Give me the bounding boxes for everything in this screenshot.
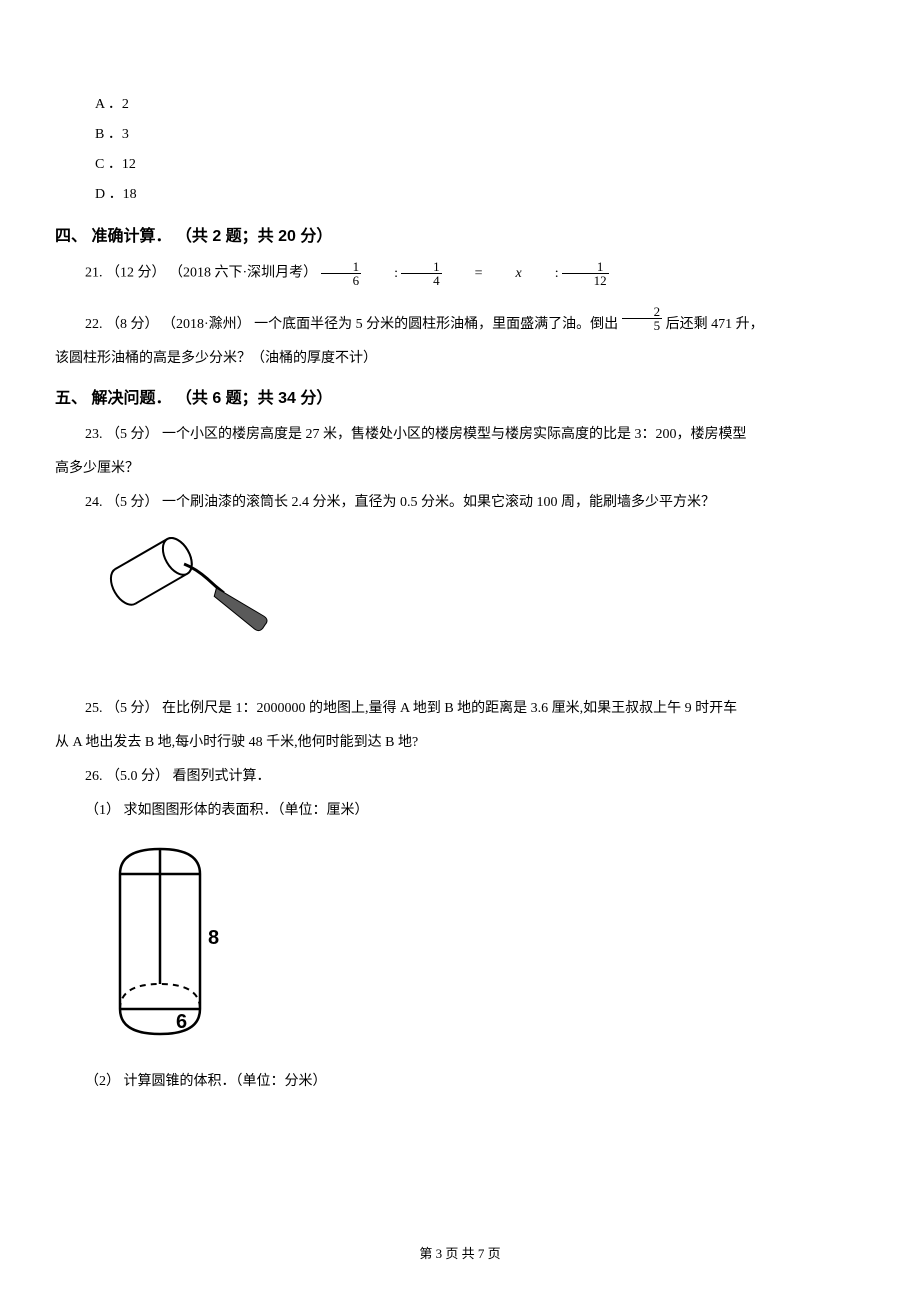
section-4-header: 四、 准确计算． （共 2 题；共 20 分） [55, 222, 865, 246]
option-a: A ．2 [95, 90, 865, 120]
question-22-line1: 22. （8 分） （2018·滁州） 一个底面半径为 5 分米的圆柱形油桶，里… [55, 305, 865, 338]
question-21: 21. （12 分） （2018 六下·深圳月考） 1 6 : 1 4 = x … [55, 260, 865, 287]
option-b: B ．3 [95, 120, 865, 150]
fraction-2-5: 2 5 [622, 305, 663, 332]
question-24: 24. （5 分） 一个刷油漆的滚筒长 2.4 分米，直径为 0.5 分米。如果… [55, 490, 865, 516]
question-22-text-a: 22. （8 分） （2018·滁州） 一个底面半径为 5 分米的圆柱形油桶，里… [85, 317, 622, 332]
variable-x: x [485, 261, 521, 287]
question-23-line2: 高多少厘米？ [55, 456, 865, 482]
fraction-1-4: 1 4 [401, 260, 442, 287]
colon-1: : [364, 261, 398, 287]
option-d: D ．18 [95, 180, 865, 210]
paint-roller-svg [90, 526, 270, 676]
multiple-choice-options: A ．2 B ．3 C ．12 D ．18 [95, 90, 865, 210]
page-footer: 第 3 页 共 7 页 [0, 1243, 920, 1262]
diameter-label: 6 [176, 1011, 187, 1033]
fraction-1-6: 1 6 [321, 260, 362, 287]
question-23-line1: 23. （5 分） 一个小区的楼房高度是 27 米，售楼处小区的楼房模型与楼房实… [55, 422, 865, 448]
question-26-sub1: （1） 求如图图形体的表面积．（单位：厘米） [85, 798, 865, 824]
question-26-sub2: （2） 计算圆锥的体积．（单位：分米） [85, 1069, 865, 1095]
question-22-line2: 该圆柱形油桶的高是多少分米？（油桶的厚度不计） [55, 346, 865, 372]
colon-2: : [525, 261, 559, 287]
option-c: C ．12 [95, 150, 865, 180]
question-25-line1: 25. （5 分） 在比例尺是 1：2000000 的地图上,量得 A 地到 B… [55, 696, 865, 722]
fraction-1-12: 1 12 [562, 260, 609, 287]
half-cylinder-svg: 8 6 [90, 834, 250, 1049]
height-label: 8 [208, 927, 219, 949]
question-26: 26. （5.0 分） 看图列式计算． [55, 764, 865, 790]
half-cylinder-image: 8 6 [90, 834, 865, 1054]
question-22-text-b: 后还剩 471 升， [666, 317, 764, 332]
section-5-header: 五、 解决问题． （共 6 题；共 34 分） [55, 384, 865, 408]
question-21-prefix: 21. （12 分） （2018 六下·深圳月考） [85, 266, 317, 281]
question-25-line2: 从 A 地出发去 B 地,每小时行驶 48 千米,他何时能到达 B 地? [55, 730, 865, 756]
paint-roller-image [90, 526, 865, 681]
question-21-equation: 1 6 : 1 4 = x : 1 12 [321, 260, 609, 287]
equals-sign: = [445, 261, 483, 287]
